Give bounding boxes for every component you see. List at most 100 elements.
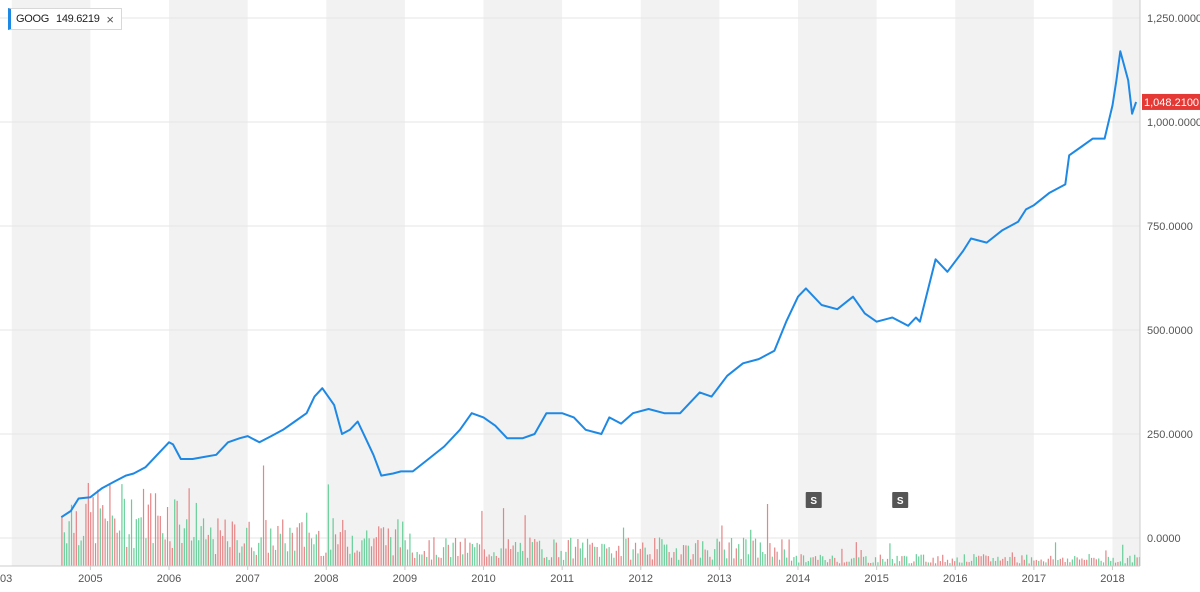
volume-bar: [678, 559, 680, 566]
volume-bar: [1088, 554, 1090, 566]
volume-bar: [351, 535, 353, 566]
volume-bar: [560, 550, 562, 566]
volume-bar: [711, 559, 713, 566]
volume-bar: [334, 534, 337, 566]
x-tick-label: 2008: [314, 573, 338, 585]
volume-bar: [157, 515, 159, 566]
volume-bar: [236, 540, 238, 566]
volume-bar: [522, 550, 524, 566]
volume-bar: [250, 547, 253, 566]
volume-bar: [783, 549, 785, 566]
volume-bar: [267, 552, 269, 566]
volume-bar: [913, 561, 915, 566]
volume-bar: [889, 543, 891, 566]
volume-bar: [805, 562, 807, 566]
volume-bar: [1064, 562, 1066, 566]
volume-bar: [966, 561, 968, 566]
volume-bar: [154, 493, 157, 566]
volume-bar: [1105, 550, 1107, 566]
volume-bar: [786, 557, 788, 566]
volume-bar: [111, 515, 113, 566]
volume-bar: [690, 559, 692, 566]
volume-bar: [858, 557, 860, 566]
series-legend-chip[interactable]: GOOG 149.6219 ×: [8, 8, 122, 30]
volume-bar: [325, 552, 327, 566]
volume-bar: [140, 517, 142, 566]
volume-bar: [1030, 557, 1033, 566]
volume-bar: [94, 543, 97, 566]
volume-bar: [1004, 557, 1006, 566]
volume-bar: [814, 556, 817, 566]
y-tick-label: 0.0000: [1147, 533, 1181, 545]
volume-bar: [675, 548, 677, 566]
volume-bar: [181, 542, 183, 566]
volume-bar: [687, 545, 689, 566]
x-tick-label: 2017: [1022, 573, 1046, 585]
volume-bar: [574, 546, 577, 566]
volume-bar: [426, 556, 428, 566]
volume-bar: [195, 502, 197, 566]
volume-bar: [106, 521, 109, 566]
volume-bar: [975, 556, 977, 566]
volume-bar: [82, 535, 85, 566]
volume-bar: [661, 539, 663, 566]
volume-bar: [346, 546, 349, 566]
volume-bar: [1057, 560, 1059, 566]
volume-bar: [505, 548, 507, 566]
volume-bar: [908, 563, 910, 566]
volume-bar: [704, 549, 706, 566]
volume-bar: [390, 537, 392, 566]
volume-bar: [162, 533, 164, 566]
volume-bar: [454, 537, 457, 566]
volume-bar: [459, 541, 461, 566]
volume-bar: [795, 555, 797, 566]
volume-bar: [949, 563, 951, 566]
volume-bar: [882, 558, 884, 566]
volume-bar: [622, 527, 625, 566]
volume-bar: [807, 561, 809, 566]
volume-bar: [721, 525, 723, 566]
volume-bar: [706, 550, 709, 566]
volume-bar: [205, 539, 207, 566]
volume-bar: [620, 556, 622, 566]
last-price-tag: 1,048.2100: [1142, 93, 1200, 110]
year-band-2018: [1112, 0, 1140, 566]
volume-bar: [615, 550, 617, 566]
volume-bar: [970, 560, 973, 566]
volume-bar: [1040, 559, 1042, 566]
volume-bar: [308, 532, 310, 566]
volume-bar: [994, 560, 997, 566]
volume-bar: [654, 538, 656, 566]
volume-bar: [430, 559, 433, 566]
volume-bar: [1033, 560, 1035, 566]
volume-bar: [836, 561, 838, 566]
volume-bar: [987, 556, 989, 566]
close-icon[interactable]: ×: [106, 11, 114, 27]
volume-bar: [332, 518, 334, 566]
volume-bar: [243, 543, 245, 566]
volume-bar: [282, 519, 284, 566]
volume-bar: [723, 549, 725, 566]
volume-bar: [1045, 562, 1047, 566]
volume-bar: [865, 556, 867, 566]
x-tick-label: 2016: [943, 573, 967, 585]
volume-bar: [680, 554, 682, 566]
volume-bar: [207, 534, 209, 566]
last-price-label: 1,048.2100: [1144, 97, 1199, 109]
volume-bar: [1102, 562, 1105, 566]
volume-bar: [1047, 558, 1049, 566]
volume-bar: [1122, 544, 1124, 566]
volume-bar: [1129, 555, 1131, 566]
volume-bar: [870, 563, 872, 566]
volume-bar: [370, 546, 373, 566]
volume-bar: [903, 555, 905, 566]
volume-bar: [543, 557, 545, 566]
volume-bar: [169, 541, 171, 566]
volume-bar: [1038, 560, 1040, 566]
volume-bar: [469, 542, 471, 566]
volume-bar: [548, 559, 550, 566]
volume-bar: [174, 499, 176, 566]
volume-bar: [774, 547, 776, 566]
y-tick-label: 1,000.0000: [1147, 117, 1200, 129]
